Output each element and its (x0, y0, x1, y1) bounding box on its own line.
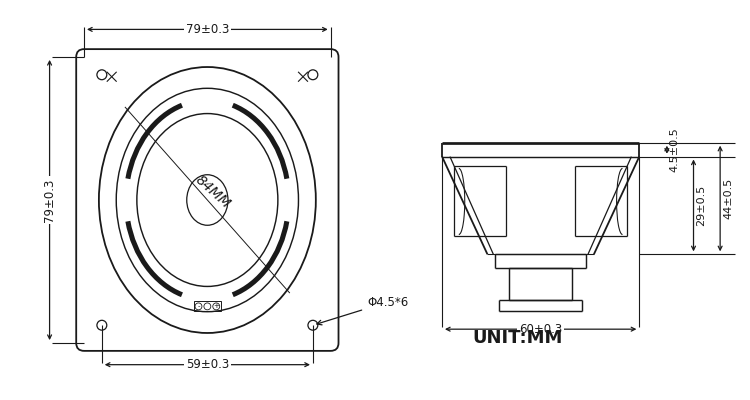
Bar (194, 302, 221, 311)
Text: +: + (213, 303, 219, 309)
Text: Φ4.5*6: Φ4.5*6 (316, 296, 408, 325)
Text: 84MM: 84MM (192, 173, 232, 211)
Text: UNIT:MM: UNIT:MM (472, 329, 563, 347)
Text: 29±0.5: 29±0.5 (697, 185, 706, 226)
Text: 4.5±0.5: 4.5±0.5 (670, 127, 680, 172)
Text: 79±0.3: 79±0.3 (186, 23, 229, 36)
Text: 60±0.3: 60±0.3 (519, 323, 562, 336)
Text: 44±0.5: 44±0.5 (723, 178, 733, 219)
Text: 79±0.3: 79±0.3 (43, 178, 56, 222)
Text: -: - (197, 303, 200, 309)
Text: 59±0.3: 59±0.3 (186, 358, 229, 371)
